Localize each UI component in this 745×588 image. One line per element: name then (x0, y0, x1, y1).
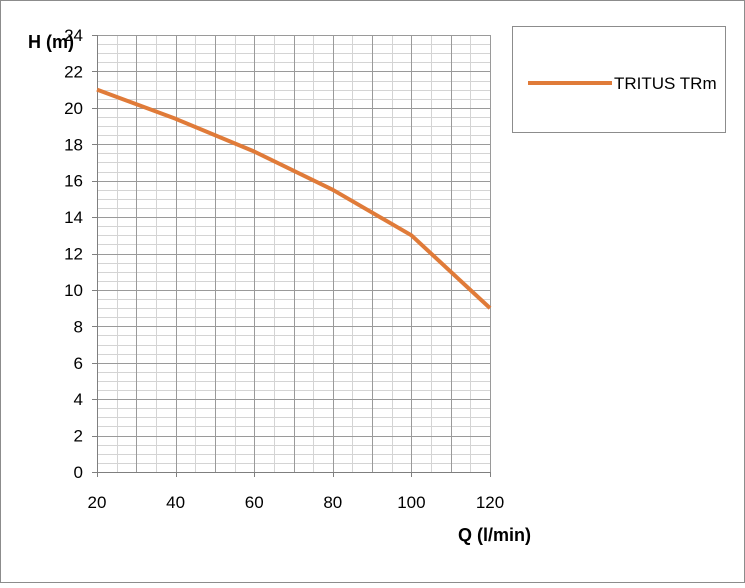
y-tick-label: 12 (64, 245, 83, 264)
series-line-0 (96, 87, 492, 310)
x-tick-label: 120 (476, 493, 504, 512)
y-tick-label: 24 (64, 26, 83, 45)
y-tick-label: 4 (74, 390, 83, 409)
x-axis-title: Q (l/min) (458, 525, 531, 545)
legend-box (512, 26, 726, 133)
y-tick-label: 16 (64, 172, 83, 191)
y-tick-label: 8 (74, 317, 83, 336)
y-tick-label: 0 (74, 463, 83, 482)
x-tick-label: 20 (88, 493, 107, 512)
major-gridlines (97, 35, 491, 472)
y-tick-label: 14 (64, 208, 83, 227)
y-axis-title: H (m) (28, 32, 74, 52)
legend: TRITUS TRm (512, 26, 726, 133)
x-tick-label: 40 (166, 493, 185, 512)
x-axis-ticks: 20 40 60 80 100 120 (88, 472, 504, 512)
axes (97, 35, 490, 473)
x-tick-label: 100 (397, 493, 425, 512)
y-tick-label: 20 (64, 99, 83, 118)
y-tick-label: 6 (74, 354, 83, 373)
x-tick-label: 60 (245, 493, 264, 512)
y-tick-label: 18 (64, 135, 83, 154)
y-tick-label: 10 (64, 281, 83, 300)
x-tick-label: 80 (323, 493, 342, 512)
y-tick-label: 2 (74, 427, 83, 446)
y-tick-label: 22 (64, 62, 83, 81)
legend-label-tritus-trm: TRITUS TRm (614, 74, 717, 93)
series-lines (96, 87, 492, 310)
